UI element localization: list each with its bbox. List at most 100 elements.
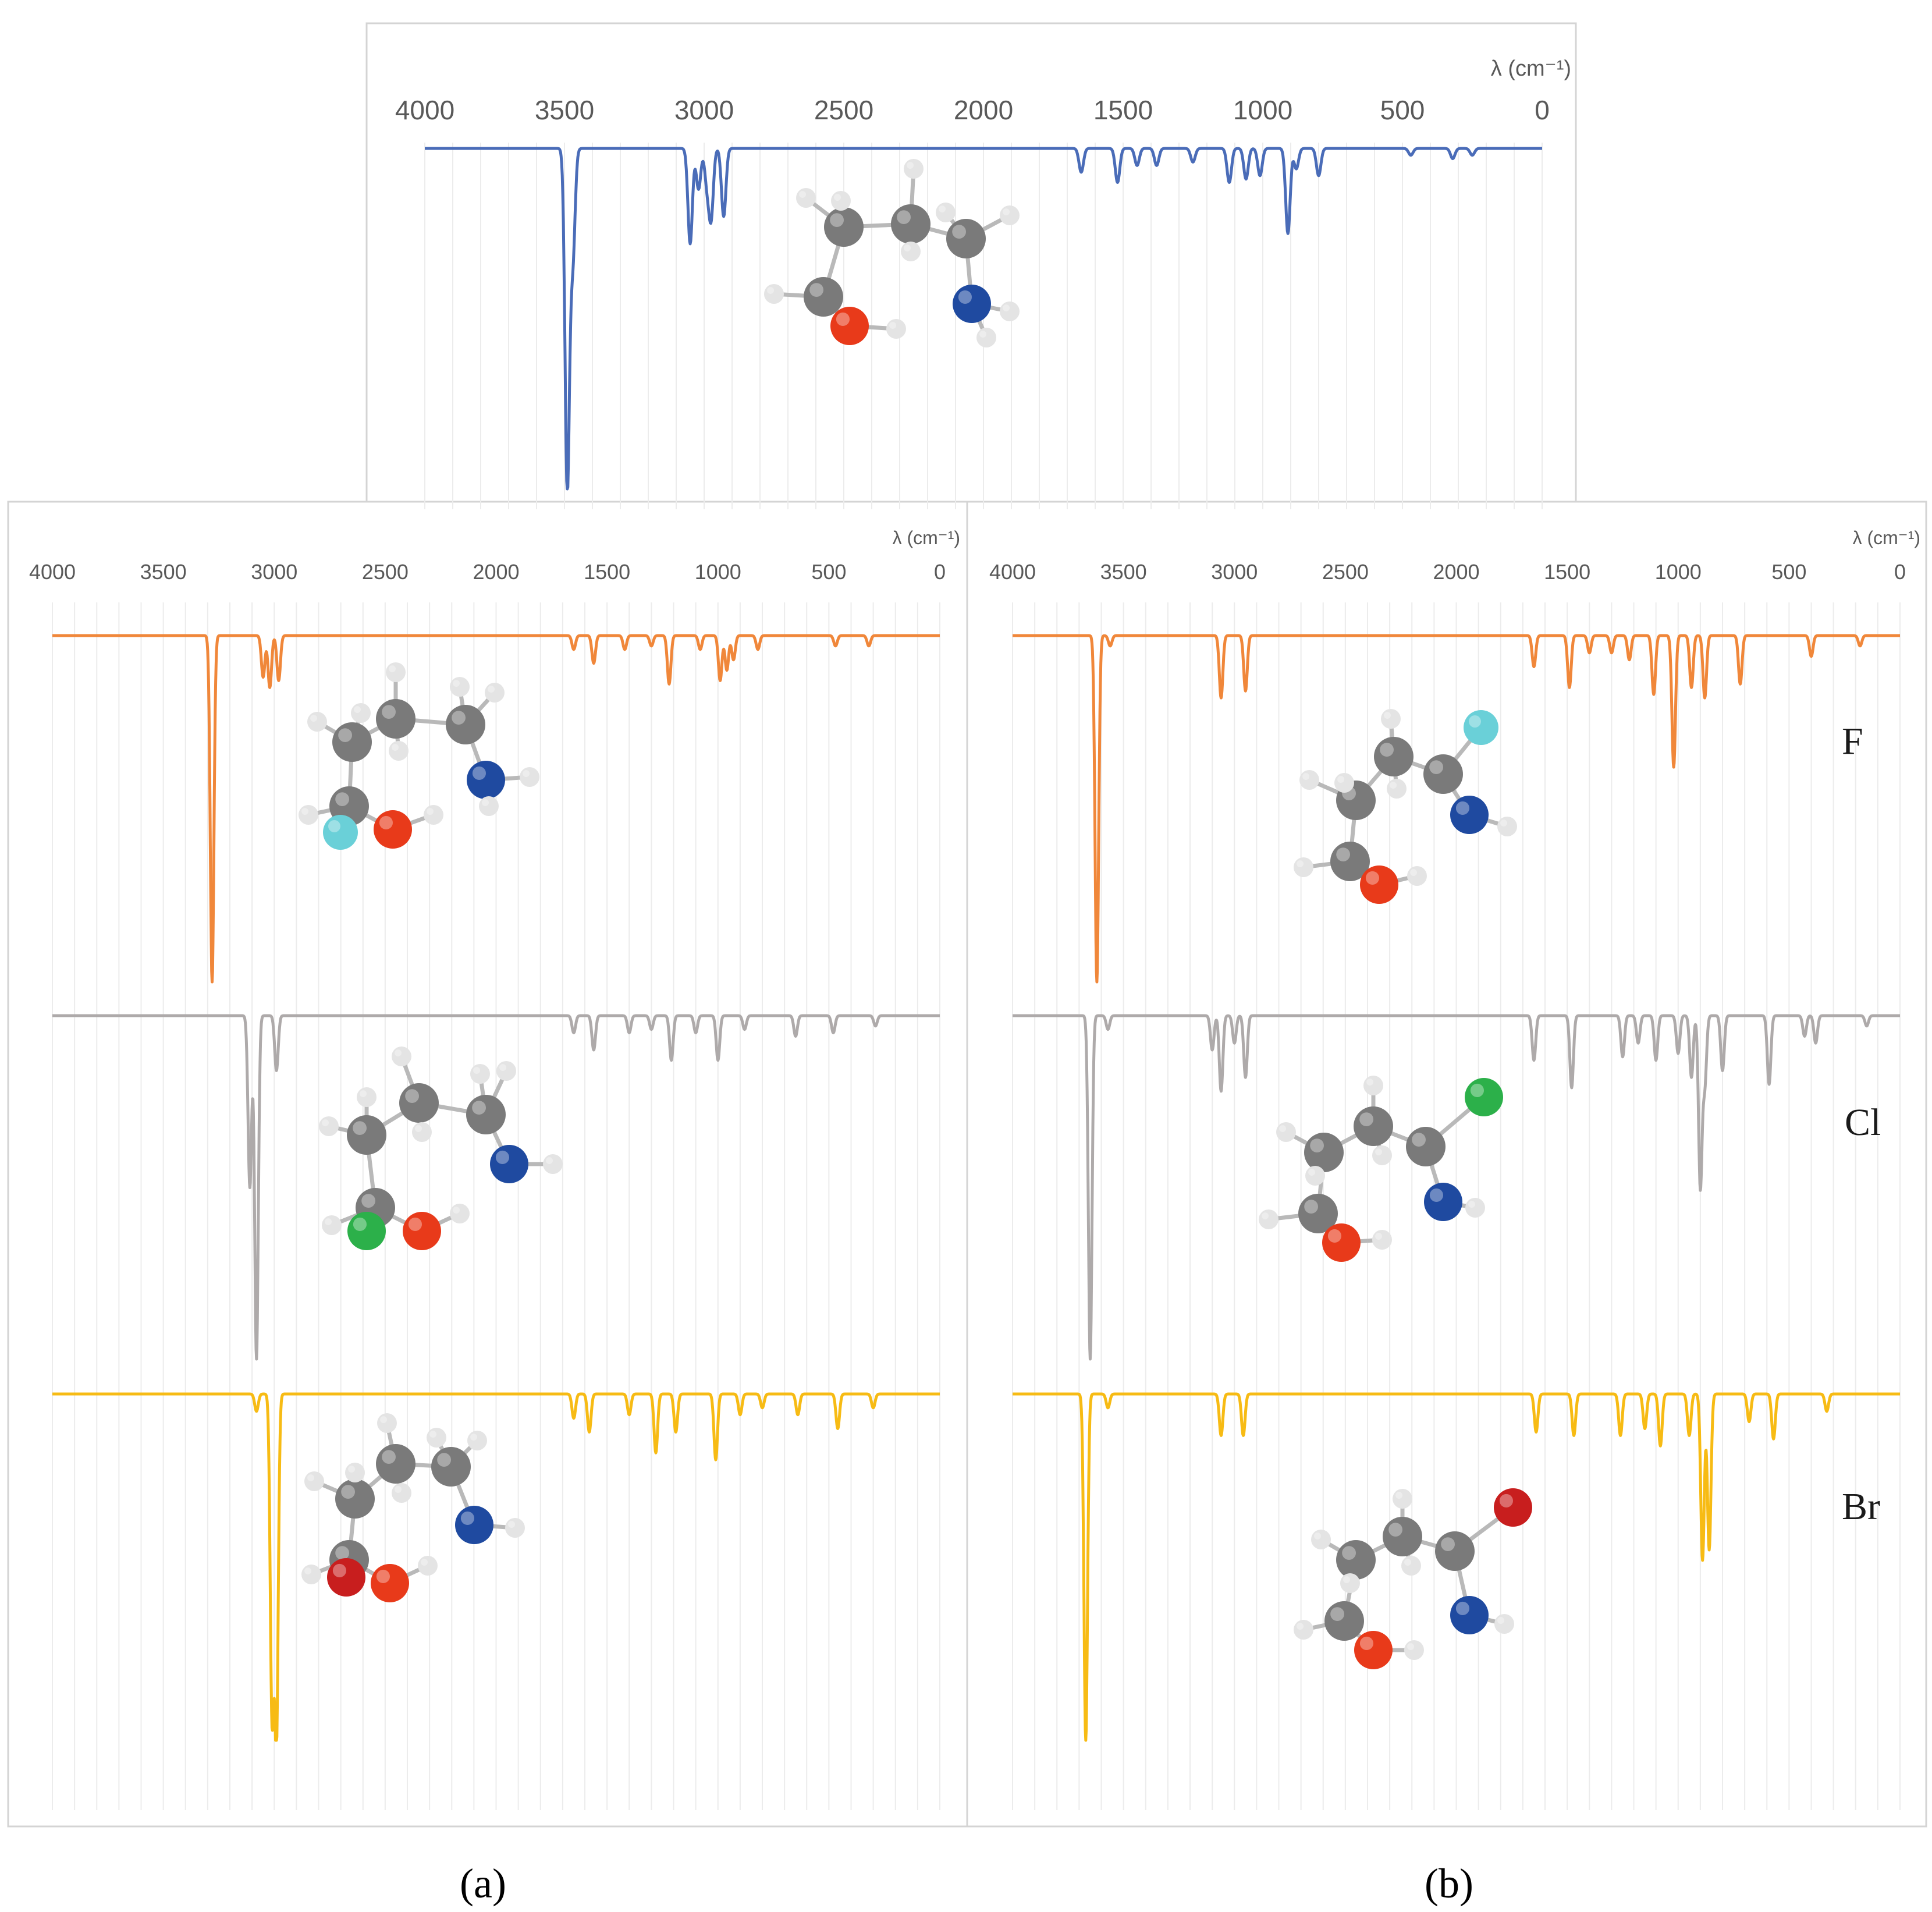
atom-h bbox=[1305, 1166, 1325, 1186]
atom-cl bbox=[1465, 1078, 1503, 1116]
atom-h bbox=[1401, 1556, 1421, 1576]
atom-c bbox=[1383, 1517, 1422, 1556]
atom-highlight bbox=[1404, 1559, 1411, 1566]
atom-highlight bbox=[939, 205, 946, 212]
spectrum-b-F bbox=[1011, 634, 1901, 984]
atom-highlight bbox=[523, 770, 530, 778]
atom-highlight bbox=[1429, 1188, 1443, 1202]
atom-h bbox=[901, 242, 921, 261]
atom-f bbox=[1464, 710, 1498, 745]
atom-h bbox=[1276, 1122, 1296, 1142]
atom-highlight bbox=[338, 728, 352, 742]
spectrum-parent-parent bbox=[424, 147, 1543, 491]
atom-highlight bbox=[1330, 1607, 1345, 1622]
parent-tick-label: 4000 bbox=[395, 95, 454, 125]
caption-a: (a) bbox=[460, 1860, 506, 1907]
atom-o bbox=[1354, 1631, 1393, 1669]
atom-h bbox=[520, 767, 539, 787]
a-tick-label: 1500 bbox=[584, 560, 630, 584]
a-tick-label: 3500 bbox=[140, 560, 187, 584]
atom-h bbox=[392, 1483, 411, 1503]
atom-n bbox=[1424, 1183, 1462, 1221]
atom-h bbox=[1381, 709, 1401, 729]
atom-highlight bbox=[395, 1049, 402, 1057]
atom-c bbox=[1304, 1133, 1344, 1172]
b-tick-label: 1500 bbox=[1544, 560, 1590, 584]
atom-o bbox=[830, 307, 869, 345]
atom-highlight bbox=[904, 244, 911, 251]
atom-highlight bbox=[830, 213, 844, 227]
atom-highlight bbox=[360, 1090, 367, 1098]
atom-h bbox=[1404, 1640, 1424, 1660]
atom-highlight bbox=[1497, 1617, 1504, 1624]
a-axis-unit-label: λ (cm⁻¹) bbox=[893, 527, 960, 548]
atom-o bbox=[1322, 1223, 1361, 1262]
atom-highlight bbox=[1359, 1112, 1374, 1126]
atom-h bbox=[1299, 770, 1319, 790]
atom-h bbox=[1372, 1230, 1392, 1250]
atom-highlight bbox=[408, 1217, 422, 1231]
atom-highlight bbox=[834, 194, 841, 201]
atom-highlight bbox=[1395, 1492, 1402, 1499]
atom-highlight bbox=[1003, 208, 1010, 215]
atom-highlight bbox=[395, 1486, 402, 1493]
atom-highlight bbox=[1310, 1138, 1324, 1152]
atom-highlight bbox=[304, 1567, 311, 1574]
atom-highlight bbox=[836, 312, 850, 326]
a-tick-label: 2000 bbox=[473, 560, 519, 584]
atom-c bbox=[335, 1479, 375, 1519]
atom-highlight bbox=[453, 680, 460, 687]
atom-h bbox=[467, 1431, 487, 1450]
atom-highlight bbox=[1375, 1148, 1382, 1156]
atom-h bbox=[1294, 857, 1313, 877]
halogen-label-Br: Br bbox=[1842, 1485, 1880, 1528]
atom-highlight bbox=[1327, 1229, 1341, 1243]
atom-h bbox=[831, 191, 851, 211]
molecule-b-Br bbox=[1294, 1488, 1532, 1669]
atom-h bbox=[936, 203, 956, 222]
atom-h bbox=[322, 1215, 342, 1235]
atom-highlight bbox=[453, 1207, 460, 1214]
atom-c bbox=[1374, 737, 1414, 776]
b-tick-label: 0 bbox=[1894, 560, 1906, 584]
molecule-a-Br bbox=[301, 1413, 525, 1602]
parent-tick-label: 1000 bbox=[1233, 95, 1292, 125]
atom-h bbox=[796, 188, 816, 208]
atom-h bbox=[424, 805, 443, 825]
atom-h bbox=[377, 1413, 397, 1433]
atom-highlight bbox=[1429, 760, 1444, 774]
atom-highlight bbox=[1407, 1643, 1414, 1650]
atom-highlight bbox=[472, 1101, 486, 1115]
halogen-label-Cl: Cl bbox=[1845, 1101, 1881, 1144]
atom-h bbox=[418, 1556, 438, 1576]
atom-o bbox=[1360, 865, 1398, 904]
atom-h bbox=[1259, 1209, 1278, 1229]
atom-highlight bbox=[392, 744, 399, 751]
atom-h bbox=[904, 159, 924, 179]
axis-layer: 4000 3500 3000 2500 2000 1500 1000 500 0 λ (cm⁻¹)… bbox=[29, 56, 1920, 584]
b-tick-label: 500 bbox=[1771, 560, 1806, 584]
atom-h bbox=[386, 662, 406, 682]
atom-h bbox=[392, 1047, 411, 1066]
atom-h bbox=[301, 1565, 321, 1584]
atom-highlight bbox=[1469, 715, 1481, 728]
atom-h bbox=[479, 796, 499, 816]
atom-h bbox=[389, 741, 409, 761]
atom-highlight bbox=[1380, 743, 1394, 757]
b-axis-unit-label: λ (cm⁻¹) bbox=[1853, 527, 1920, 548]
atom-c bbox=[824, 207, 864, 247]
atom-n bbox=[455, 1506, 493, 1544]
atom-highlight bbox=[472, 766, 486, 780]
atom-highlight bbox=[1302, 773, 1309, 781]
atom-highlight bbox=[380, 1416, 387, 1423]
atom-cl bbox=[347, 1212, 386, 1250]
atom-highlight bbox=[799, 191, 807, 198]
atom-c bbox=[466, 1095, 506, 1134]
b-tick-label: 4000 bbox=[989, 560, 1036, 584]
atom-highlight bbox=[341, 1485, 355, 1499]
atom-highlight bbox=[1441, 1537, 1455, 1552]
atom-highlight bbox=[460, 1511, 474, 1525]
atom-highlight bbox=[1314, 1533, 1321, 1539]
a-tick-label: 2500 bbox=[362, 560, 409, 584]
